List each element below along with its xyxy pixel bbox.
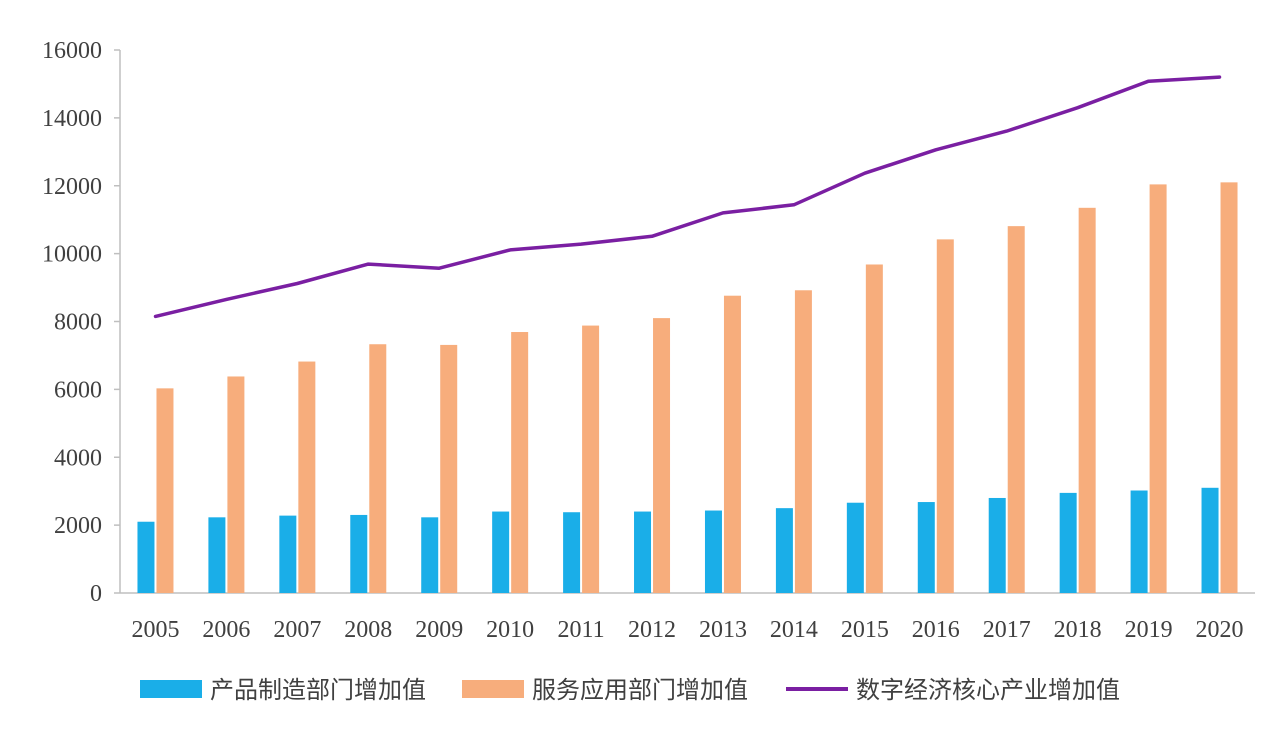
x-tick-label: 2009 bbox=[415, 617, 463, 643]
x-tick-label: 2013 bbox=[699, 617, 747, 643]
x-tick-label: 2019 bbox=[1125, 617, 1173, 643]
x-tick-label: 2007 bbox=[273, 617, 321, 643]
x-tick-label: 2020 bbox=[1196, 617, 1244, 643]
bar-manufacturing bbox=[1130, 490, 1148, 593]
x-tick-label: 2016 bbox=[912, 617, 960, 643]
bar-manufacturing bbox=[988, 497, 1006, 593]
y-tick-label: 14000 bbox=[42, 106, 102, 132]
bar-manufacturing bbox=[917, 502, 935, 593]
bar-manufacturing bbox=[421, 517, 439, 593]
line-core-industry bbox=[153, 75, 1222, 319]
y-tick-label: 8000 bbox=[54, 310, 102, 336]
bar-services bbox=[511, 332, 529, 593]
bar-manufacturing bbox=[1201, 487, 1219, 593]
bar-services bbox=[653, 318, 671, 593]
legend: 产品制造部门增加值 服务应用部门增加值 数字经济核心产业增加值 bbox=[140, 676, 1120, 704]
y-tick-label: 0 bbox=[90, 581, 102, 607]
y-tick-label: 16000 bbox=[42, 38, 102, 64]
x-tick-label: 2011 bbox=[558, 617, 605, 643]
bar-services bbox=[582, 325, 600, 593]
bar-manufacturing bbox=[1059, 492, 1077, 593]
bar-services bbox=[440, 344, 458, 593]
bar-services bbox=[1149, 184, 1167, 593]
legend-swatch-manufacturing bbox=[140, 680, 202, 698]
x-tick-label: 2012 bbox=[628, 617, 676, 643]
y-tick-label: 12000 bbox=[42, 174, 102, 200]
bar-services bbox=[1007, 226, 1025, 593]
bar-services bbox=[156, 388, 174, 593]
x-tick-label: 2017 bbox=[983, 617, 1031, 643]
bar-services bbox=[794, 290, 812, 593]
y-tick-label: 2000 bbox=[54, 513, 102, 539]
bar-manufacturing bbox=[775, 508, 793, 593]
y-tick-label: 4000 bbox=[54, 445, 102, 471]
y-tick-label: 6000 bbox=[54, 377, 102, 403]
bar-manufacturing bbox=[563, 512, 581, 593]
legend-swatch-services bbox=[462, 680, 524, 698]
x-tick-label: 2018 bbox=[1054, 617, 1102, 643]
x-tick-label: 2010 bbox=[486, 617, 534, 643]
x-tick-label: 2006 bbox=[202, 617, 250, 643]
bar-services bbox=[298, 361, 316, 593]
bar-services bbox=[369, 344, 387, 593]
legend-label-services: 服务应用部门增加值 bbox=[532, 676, 748, 704]
legend-label-manufacturing: 产品制造部门增加值 bbox=[210, 676, 426, 704]
x-tick-label: 2014 bbox=[770, 617, 818, 643]
y-tick-label: 10000 bbox=[42, 242, 102, 268]
bar-services bbox=[723, 295, 741, 593]
legend-label-core-industry: 数字经济核心产业增加值 bbox=[856, 676, 1120, 704]
x-tick-label: 2015 bbox=[841, 617, 889, 643]
bar-services bbox=[227, 376, 245, 593]
x-tick-label: 2005 bbox=[131, 617, 179, 643]
x-tick-label: 2008 bbox=[344, 617, 392, 643]
axes: 0 2000 4000 6000 8000 10000 12000 14000 16000 200… bbox=[42, 38, 1255, 643]
bar-services bbox=[936, 239, 954, 593]
bar-manufacturing bbox=[208, 517, 226, 593]
bar-manufacturing bbox=[704, 510, 722, 593]
bar-manufacturing bbox=[492, 511, 510, 593]
bar-manufacturing bbox=[279, 515, 297, 593]
bars bbox=[137, 182, 1238, 593]
line-series bbox=[153, 75, 1222, 319]
bar-services bbox=[1220, 182, 1238, 593]
bar-manufacturing bbox=[634, 511, 652, 593]
bar-manufacturing bbox=[350, 514, 368, 593]
bar-manufacturing bbox=[846, 502, 864, 593]
bar-services bbox=[865, 264, 883, 593]
bar-services bbox=[1078, 207, 1096, 593]
bar-manufacturing bbox=[137, 521, 155, 593]
